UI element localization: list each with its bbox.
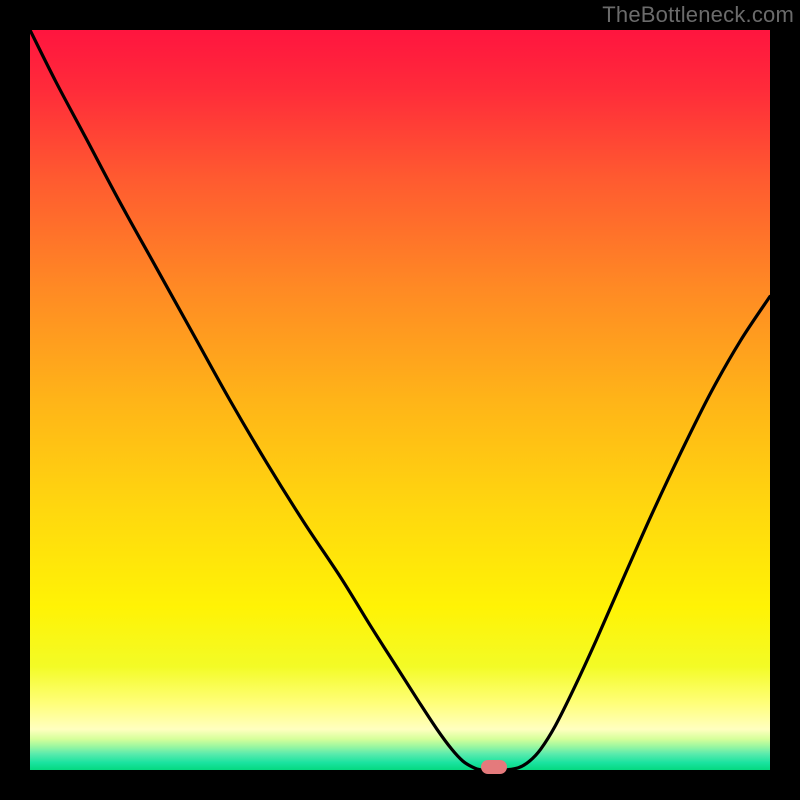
watermark-text: TheBottleneck.com bbox=[602, 2, 794, 28]
optimal-marker bbox=[481, 760, 507, 774]
plot-area bbox=[30, 30, 770, 770]
curve-layer bbox=[30, 30, 770, 770]
bottleneck-curve bbox=[30, 30, 770, 770]
chart-container: TheBottleneck.com bbox=[0, 0, 800, 800]
